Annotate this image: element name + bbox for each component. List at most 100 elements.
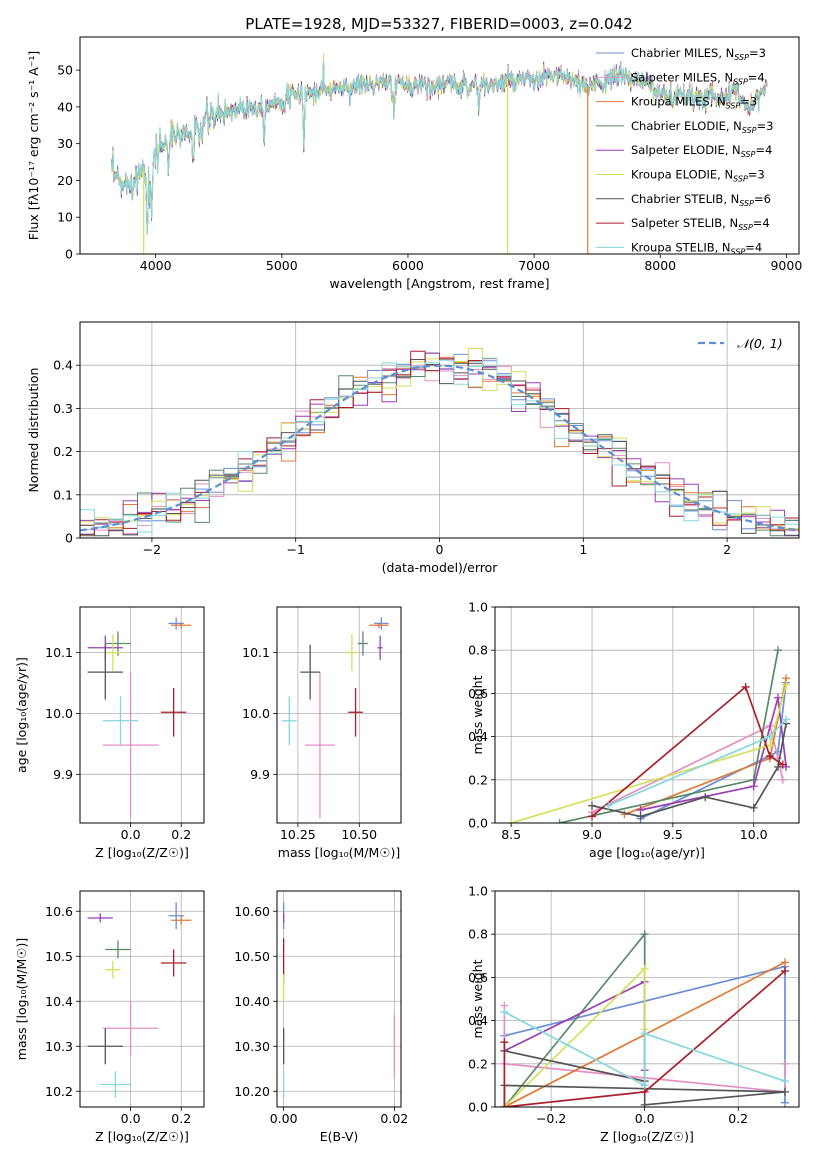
weight-line-salp_stelib: [503, 970, 786, 1107]
legend-entry: Chabrier MILES, NSSP=3: [631, 46, 766, 62]
plot-area: [111, 53, 768, 254]
legend-subscript: SSP: [733, 175, 748, 184]
x-tick-label: 10.25: [280, 827, 316, 842]
legend-suffix: =4: [753, 216, 770, 230]
plot-area: [281, 617, 389, 819]
y-tick-label: 0.2: [468, 1056, 488, 1071]
x-tick-label: 9000: [770, 258, 802, 273]
y-tick-label: 0.2: [53, 444, 73, 459]
weight-marker: [636, 812, 645, 821]
legend-suffix: =3: [749, 46, 766, 60]
y-axis-label: Normed distribution: [26, 368, 41, 493]
weight-marker: [765, 741, 774, 750]
y-tick-label: 0.4: [468, 1013, 488, 1028]
weight-marker: [749, 782, 758, 791]
weight-marker: [640, 964, 649, 973]
panel-mass_vs_Z: 0.0 0.2 10.2 10.3 10.4 10.5 10.6 Z [log₁₀(Z/Z☉)…: [14, 890, 205, 1144]
y-tick-label: 10.4: [45, 994, 73, 1009]
errorbar-point-chab_elodie: [105, 940, 131, 959]
x-tick-label: −2: [143, 542, 161, 557]
weight-marker: [773, 762, 782, 771]
y-tick-label: 0.8: [468, 927, 488, 942]
legend-entry: Salpeter ELODIE, NSSP=4: [631, 143, 772, 159]
errorbar-point-krou_elodie: [105, 960, 121, 979]
x-tick-label: 9.0: [582, 827, 602, 842]
errorbar-point-salp_miles: [102, 672, 159, 819]
errorbar-point-chab_stelib: [300, 644, 320, 700]
y-tick-label: 10.3: [45, 1039, 73, 1054]
plot-area: [507, 646, 791, 823]
weight-marker: [500, 1038, 509, 1047]
weight-marker: [780, 1059, 789, 1068]
legend-entry: Chabrier ELODIE, NSSP=3: [631, 119, 773, 135]
x-tick-label: 0: [436, 542, 444, 557]
weight-marker: [640, 1081, 649, 1090]
axes-frame: [494, 606, 800, 824]
axes-frame: [79, 36, 800, 255]
y-tick-label: 0.0: [468, 1100, 488, 1115]
y-tick-label: 9.9: [250, 767, 270, 782]
legend-label: Kroupa STELIB, N: [631, 240, 731, 254]
panel-weight_vs_age: 8.5 9.0 9.5 10.0 0.0 0.2 0.4 0.6 0.8 1.0 age [log₁…: [468, 600, 800, 860]
weight-marker: [782, 715, 791, 724]
legend-entry: Kroupa MILES, NSSP=3: [631, 95, 757, 111]
y-tick-label: 40: [57, 99, 73, 114]
legend-entry: Kroupa STELIB, NSSP=4: [631, 240, 762, 256]
legend-subscript: SSP: [726, 102, 741, 111]
x-axis-label: age [log₁₀(age/yr)]: [589, 845, 705, 860]
y-tick-label: 10.1: [45, 645, 73, 660]
x-tick-label: −1: [286, 542, 304, 557]
x-tick-label: 8.5: [501, 827, 521, 842]
y-tick-label: 10.6: [45, 904, 73, 919]
gridlines: [80, 891, 204, 1107]
y-axis-label: Flux [fλ10⁻¹⁷ erg cm⁻² s⁻¹ A⁻¹]: [26, 51, 41, 240]
plot-area: [87, 902, 192, 1098]
weight-marker: [778, 760, 787, 769]
spectrum-line-krou_stelib: [111, 60, 768, 233]
legend-label: Salpeter MILES, N: [631, 70, 733, 84]
weight-marker: [773, 646, 782, 655]
panel-age_vs_mass: 10.25 10.50 9.9 10.0 10.1 mass [log₁₀(M/M☉)]: [242, 606, 402, 860]
legend-label: Chabrier MILES, N: [631, 46, 734, 60]
errorbar-point-salp_stelib: [160, 949, 187, 977]
panel-weight_vs_Z: −0.2 0.0 0.2 0.0 0.2 0.4 0.6 0.8 1.0 Z [log₁₀(Z/Z…: [468, 884, 800, 1144]
weight-marker: [604, 801, 613, 810]
errorbar-point-salp_elodie: [87, 913, 113, 923]
weight-marker: [780, 1098, 789, 1107]
y-tick-label: 0.0: [468, 816, 488, 831]
legend-suffix: =4: [755, 143, 772, 157]
legend-subscript: SSP: [741, 150, 756, 159]
errorbar-point-salp_miles: [102, 1001, 159, 1056]
x-tick-label: 0.0: [121, 1111, 141, 1126]
x-axis-label: (data-model)/error: [382, 560, 499, 575]
x-tick-label: 1: [579, 542, 587, 557]
x-tick-label: 6000: [392, 258, 424, 273]
y-tick-label: 10.0: [242, 706, 270, 721]
x-axis-label: Z [log₁₀(Z/Z☉)]: [95, 1129, 189, 1144]
x-tick-label: 10.0: [740, 827, 768, 842]
axes-frame: [494, 890, 800, 1108]
errorbar-point-krou_stelib: [102, 696, 139, 746]
y-axis-label: mass weight: [470, 959, 485, 1038]
errorbar-point-salp_miles: [305, 672, 335, 819]
panels: 4000 5000 6000 7000 8000 900001020304050wavel…: [14, 36, 802, 1144]
x-tick-label: 7000: [518, 258, 550, 273]
legend-subscript: SSP: [742, 126, 757, 135]
hist-series-krou_stelib: [80, 357, 799, 537]
weight-marker: [782, 680, 791, 689]
legend-label: Salpeter ELODIE, N: [631, 143, 741, 157]
weight-marker: [500, 1007, 509, 1016]
legend-suffix: =3: [740, 95, 757, 109]
x-tick-label: 4000: [140, 258, 172, 273]
y-tick-label: 0.8: [468, 643, 488, 658]
y-tick-label: 0.2: [468, 772, 488, 787]
x-tick-label: 5000: [266, 258, 298, 273]
y-tick-label: 10.50: [234, 949, 270, 964]
y-axis-label: mass weight: [470, 675, 485, 754]
x-tick-label: 0.02: [380, 1111, 408, 1126]
legend-label: Chabrier ELODIE, N: [631, 119, 742, 133]
legend-label: Chabrier STELIB, N: [631, 192, 739, 206]
y-tick-label: 0.4: [53, 358, 73, 373]
y-tick-label: 10.0: [45, 706, 73, 721]
